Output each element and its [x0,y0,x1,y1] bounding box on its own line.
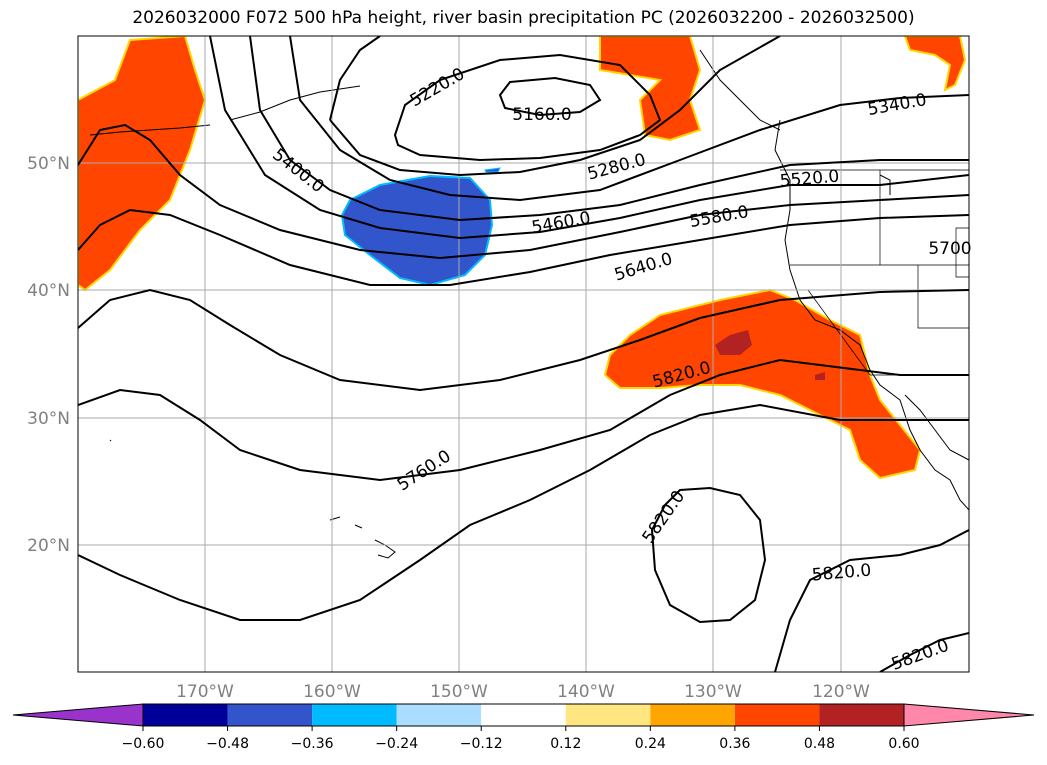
colorbar-segment [734,704,820,726]
colorbar-tick-label: −0.12 [460,736,503,752]
contour-5460 [209,36,969,240]
lon-label: 120°W [812,682,870,702]
colorbar-extend-low [12,703,144,727]
lat-label: 50°N [27,154,70,174]
colorbar-tick-label: −0.36 [291,736,334,752]
contour-label: 5700 [928,239,971,259]
lat-labels: 50°N 40°N 30°N 20°N [27,154,70,556]
colorbar-segment [312,704,397,726]
lon-labels: 170°W 160°W 150°W 140°W 130°W 120°W [176,682,870,702]
lon-label: 160°W [303,682,361,702]
colorbar-tick-label: 0.60 [888,736,919,752]
lat-label: 20°N [27,536,70,556]
colorbar-tick-label: −0.60 [122,736,165,752]
contour-5280 [329,36,781,177]
strong-positive-spot [715,330,752,355]
colorbar: −0.60 −0.48 −0.36 −0.24 −0.12 0.12 0.24 0.36 0.4… [12,703,1035,752]
colorbar-segment [481,704,566,726]
lat-label: 40°N [27,281,70,301]
contour-5340 [289,36,969,202]
lon-label: 150°W [430,682,488,702]
colorbar-tick-label: 0.24 [635,736,666,752]
contour-5400 [249,36,969,222]
colorbar-tick-label: 0.36 [719,736,750,752]
lon-label: 140°W [557,682,615,702]
colorbar-segment [396,704,482,726]
colorbar-tick-label: 0.12 [550,736,581,752]
contour-5580 [78,208,969,286]
map-title: 2026032000 F072 500 hPa height, river ba… [132,8,915,28]
height-contours [78,36,969,672]
colorbar-tick-label: −0.24 [375,736,418,752]
colorbar-extend-high [903,703,1035,727]
lat-label: 30°N [27,409,70,429]
colorbar-segment [227,704,313,726]
negative-spot [484,167,501,173]
contour-5520 [78,123,969,260]
contour-5820-se2 [879,632,969,672]
strong-positive-spot-small [815,372,825,380]
colorbar-tick-label: 0.48 [804,736,835,752]
colorbar-segment [143,704,228,726]
contour-5760 [78,403,969,621]
colorbar-frame [142,703,905,727]
contour-5160 [498,76,602,117]
contour-5640 [78,288,969,392]
colorbar-segment [819,704,904,726]
contour-5820-se [774,529,969,672]
contour-5700 [78,358,969,482]
contour-5220 [393,53,662,162]
gridlines [78,36,969,672]
positive-region-ne [903,36,967,92]
lon-label: 130°W [684,682,742,702]
colorbar-tick-label: −0.48 [206,736,249,752]
lon-label: 170°W [176,682,234,702]
negative-region [340,174,494,287]
colorbar-segment [565,704,651,726]
map-frame [77,35,970,673]
contour-5820-closed [650,486,767,624]
colorbar-segment [650,704,735,726]
contour-label: 5160.0 [512,105,571,125]
